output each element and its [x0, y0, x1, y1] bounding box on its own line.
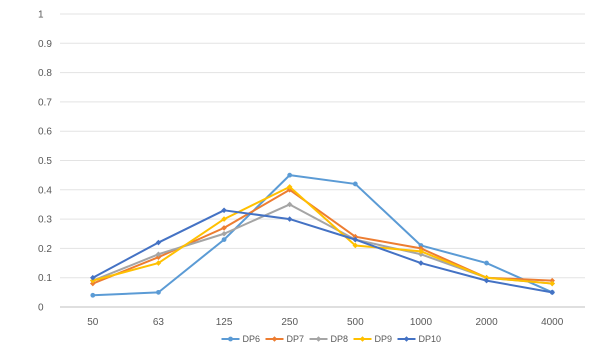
- x-axis-tick-labels: 50 63 125 250 500 1000 2000 4000: [87, 317, 563, 328]
- data-point-dp10: [418, 260, 424, 266]
- data-point-dp6: [287, 172, 293, 178]
- x-tick-label: 50: [87, 317, 99, 328]
- data-point-dp6: [418, 243, 424, 248]
- x-tick-label: 4000: [541, 317, 564, 328]
- legend-item-dp8: DP8: [309, 334, 349, 344]
- y-tick-label: 0: [38, 303, 44, 314]
- data-point-dp6: [221, 237, 227, 243]
- series-dp9: [90, 184, 555, 287]
- series-line-dp10: [91, 209, 554, 294]
- data-point-dp7: [549, 277, 555, 284]
- legend-label: DP10: [419, 334, 442, 344]
- legend-marker: [315, 336, 322, 342]
- legend-item-dp7: DP7: [265, 334, 305, 344]
- data-point-dp10: [90, 274, 96, 281]
- series-line-dp6: [91, 174, 554, 297]
- series-group: [90, 172, 555, 298]
- series-dp7: [90, 187, 555, 287]
- x-tick-label: 1000: [410, 317, 433, 328]
- data-point-dp9: [90, 277, 96, 284]
- y-tick-label: 0.5: [38, 156, 52, 167]
- series-dp10: [90, 207, 555, 296]
- y-tick-label: 0.4: [38, 185, 52, 196]
- y-tick-label: 0.9: [38, 39, 52, 50]
- data-point-dp10: [286, 216, 293, 222]
- data-point-dp7: [418, 245, 424, 252]
- y-axis-tick-labels: 0 0.1 0.2 0.3 0.4 0.5 0.6 0.7 0.8 0.9 1: [38, 10, 52, 314]
- data-point-dp6: [484, 260, 489, 266]
- data-point-dp6: [90, 292, 96, 298]
- data-point-dp7: [352, 233, 359, 240]
- data-point-dp9: [221, 216, 227, 222]
- data-point-dp10: [483, 277, 490, 284]
- x-tick-label: 125: [216, 317, 233, 328]
- legend-item-dp9: DP9: [353, 334, 393, 344]
- data-point-dp10: [549, 289, 555, 296]
- data-point-dp7: [221, 225, 227, 231]
- data-point-dp9: [549, 280, 555, 287]
- y-tick-label: 0.6: [38, 127, 52, 138]
- x-tick-label: 250: [281, 317, 298, 328]
- y-tick-label: 0.3: [38, 215, 52, 226]
- legend-marker: [403, 336, 410, 342]
- legend: DP6 DP7 DP8 DP9 DP10: [221, 334, 442, 344]
- legend-item-dp10: DP10: [397, 334, 442, 344]
- x-tick-label: 63: [153, 317, 165, 328]
- legend-label: DP6: [243, 334, 261, 344]
- series-line-dp9: [91, 185, 554, 285]
- y-tick-label: 0.1: [38, 273, 52, 284]
- y-tick-label: 1: [38, 10, 44, 21]
- data-point-dp6: [352, 181, 358, 187]
- legend-marker: [271, 336, 278, 342]
- legend-marker: [228, 336, 233, 342]
- legend-item-dp6: DP6: [221, 334, 261, 344]
- data-point-dp9: [418, 248, 424, 255]
- data-point-dp7: [286, 187, 293, 193]
- series-dp6: [90, 172, 555, 298]
- data-point-dp10: [155, 239, 162, 246]
- data-point-dp6: [156, 289, 161, 295]
- data-point-dp9: [155, 260, 162, 266]
- x-tick-label: 2000: [475, 317, 498, 328]
- legend-label: DP9: [375, 334, 393, 344]
- data-point-dp7: [90, 280, 96, 287]
- data-point-dp9: [352, 242, 359, 249]
- data-point-dp8: [221, 230, 227, 237]
- legend-marker: [359, 336, 366, 342]
- data-point-dp9: [286, 184, 293, 190]
- series-line-dp7: [91, 188, 554, 285]
- data-point-dp8: [155, 251, 162, 258]
- x-tick-label: 500: [347, 317, 364, 328]
- legend-label: DP7: [287, 334, 305, 344]
- data-point-dp10: [352, 236, 359, 243]
- y-tick-label: 0.8: [38, 68, 52, 79]
- data-point-dp8: [286, 201, 293, 208]
- y-tick-label: 0.7: [38, 97, 52, 108]
- legend-label: DP8: [331, 334, 349, 344]
- y-tick-label: 0.2: [38, 244, 52, 255]
- data-point-dp9: [483, 274, 490, 281]
- data-point-dp10: [221, 207, 227, 214]
